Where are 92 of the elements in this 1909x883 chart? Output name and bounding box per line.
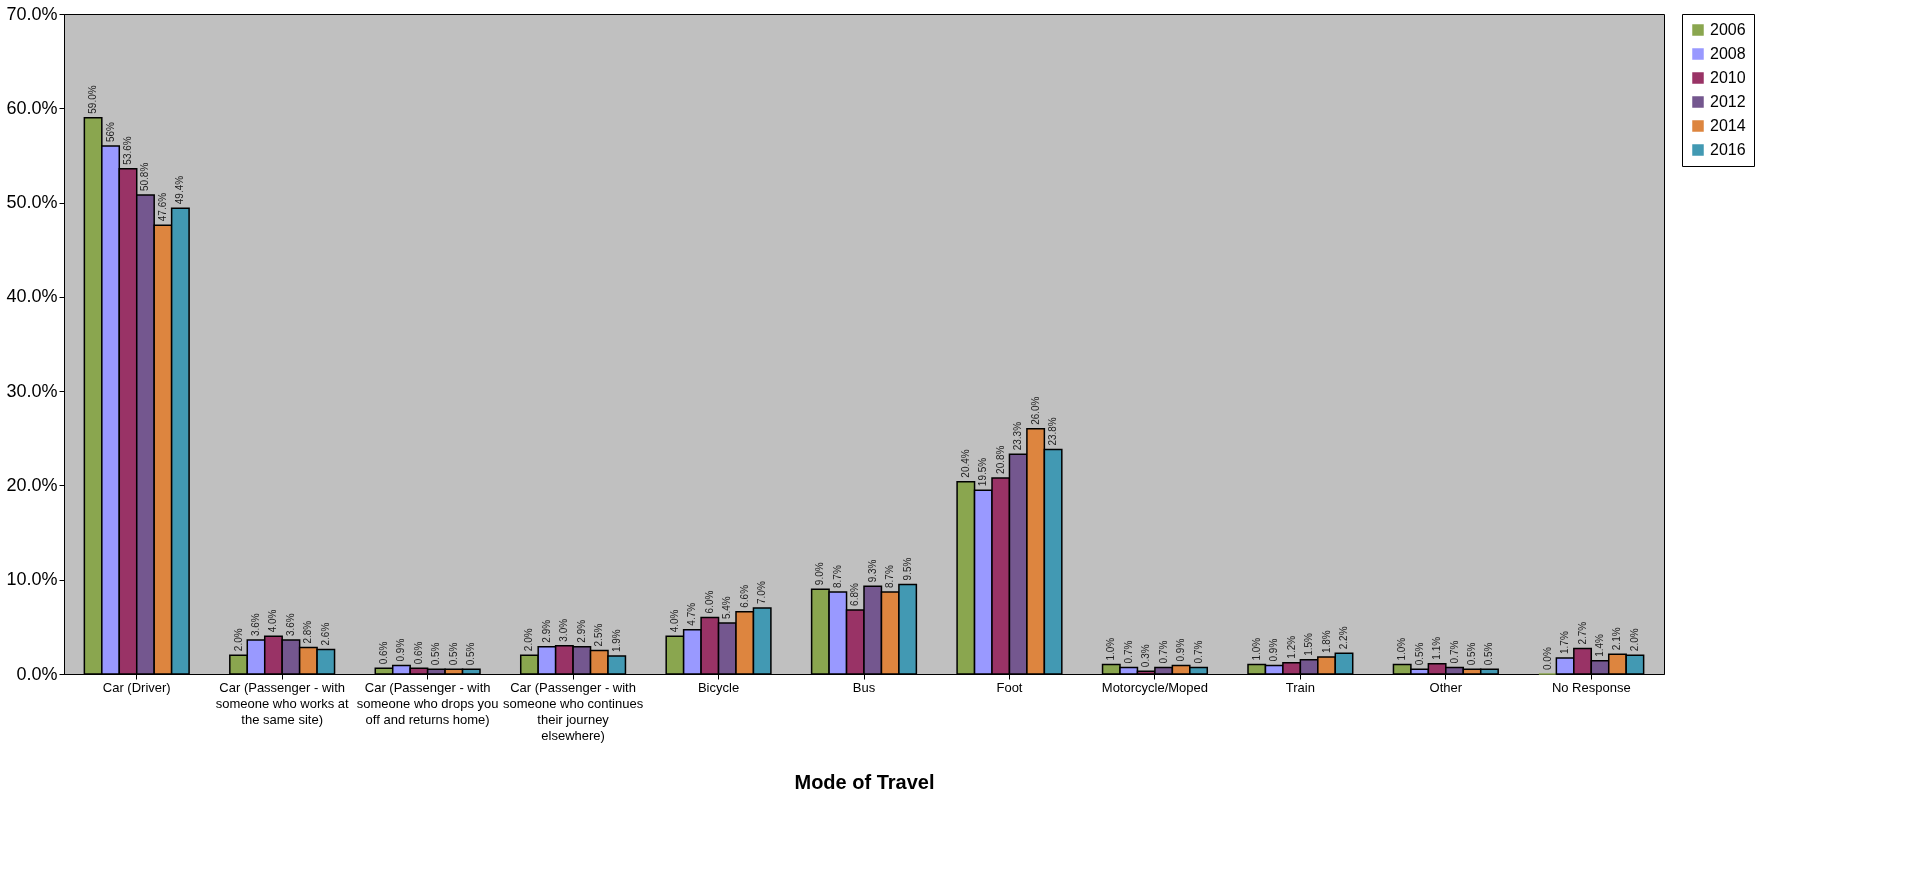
data-label: 3.6% bbox=[284, 613, 296, 637]
data-label: 2.2% bbox=[1338, 626, 1349, 650]
data-label: 53.6% bbox=[122, 136, 133, 165]
data-label: 20.8% bbox=[994, 445, 1006, 474]
data-label: 50.8% bbox=[139, 162, 151, 192]
y-tick-label: 10.0% bbox=[6, 569, 58, 590]
data-label: 9.0% bbox=[814, 562, 826, 586]
y-tick-label: 20.0% bbox=[6, 474, 58, 495]
x-tick-label: Car (Passenger - with someone who continues their journey elsewhere) bbox=[502, 679, 644, 743]
data-label: 1.5% bbox=[1303, 632, 1315, 656]
data-label: 0.9% bbox=[395, 638, 407, 662]
data-label: 56% bbox=[104, 121, 116, 142]
x-tick-label: Car (Passenger - with someone who works at the same site) bbox=[215, 679, 350, 727]
data-label: 1.1% bbox=[1431, 636, 1443, 660]
data-label: 2.9% bbox=[540, 619, 552, 643]
data-label: 0.5% bbox=[465, 642, 477, 666]
data-label: 47.6% bbox=[156, 192, 168, 222]
legend-label: 2006 bbox=[1710, 21, 1746, 38]
data-label: 26.0% bbox=[1029, 396, 1041, 425]
data-label: 49.4% bbox=[174, 175, 186, 205]
data-label: 6.0% bbox=[703, 590, 715, 614]
y-tick-label: 60.0% bbox=[6, 97, 58, 118]
data-label: 0.7% bbox=[1157, 640, 1169, 664]
data-label: 0.7% bbox=[1192, 640, 1204, 664]
legend-label: 2014 bbox=[1710, 117, 1746, 134]
data-label: 1.9% bbox=[610, 629, 622, 653]
x-tick-label: Motorcycle/Moped bbox=[1101, 679, 1209, 695]
data-label: 1.0% bbox=[1105, 637, 1117, 661]
y-tick-label: 40.0% bbox=[6, 286, 58, 307]
data-label: 1.8% bbox=[1320, 630, 1332, 654]
data-label: 19.5% bbox=[977, 457, 989, 487]
data-label: 4.0% bbox=[267, 609, 279, 633]
data-label: 1.0% bbox=[1250, 637, 1262, 661]
data-label: 2.7% bbox=[1576, 621, 1588, 645]
data-label: 0.5% bbox=[1483, 642, 1495, 666]
x-tick-label: Bus bbox=[852, 679, 876, 695]
legend-label: 2008 bbox=[1710, 45, 1746, 62]
x-tick-label: Train bbox=[1285, 679, 1315, 695]
data-label: 6.6% bbox=[738, 584, 750, 608]
x-axis-title: Mode of Travel bbox=[794, 770, 935, 793]
data-label: 2.1% bbox=[1611, 627, 1623, 651]
data-label: 2.6% bbox=[319, 622, 331, 646]
y-tick-label: 0.0% bbox=[16, 663, 58, 684]
data-label: 2.9% bbox=[575, 619, 587, 643]
data-label: 59.0% bbox=[87, 85, 99, 114]
data-label: 0.3% bbox=[1140, 644, 1152, 668]
data-label: 3.0% bbox=[558, 618, 570, 642]
data-label: 1.0% bbox=[1396, 637, 1408, 661]
data-label: 6.8% bbox=[849, 582, 861, 606]
data-label: 0.0% bbox=[1541, 647, 1553, 670]
data-label: 2.8% bbox=[302, 620, 314, 644]
legend-label: 2016 bbox=[1710, 141, 1746, 158]
data-label: 1.4% bbox=[1594, 633, 1605, 657]
data-label: 20.4% bbox=[959, 449, 971, 478]
data-label: 9.5% bbox=[901, 557, 913, 581]
data-label: 23.3% bbox=[1012, 421, 1024, 451]
legend-label: 2012 bbox=[1710, 93, 1746, 110]
data-label: 8.7% bbox=[884, 565, 896, 588]
data-label: 23.8% bbox=[1047, 417, 1059, 446]
data-label: 7.0% bbox=[756, 581, 768, 604]
data-label: 9.3% bbox=[866, 559, 878, 583]
y-tick-label: 70.0% bbox=[6, 3, 58, 24]
data-label: 4.0% bbox=[668, 609, 680, 633]
legend-label: 2010 bbox=[1710, 69, 1746, 86]
data-label: 3.6% bbox=[250, 613, 261, 637]
data-label: 0.5% bbox=[430, 642, 442, 666]
x-tick-label: Car (Driver) bbox=[102, 679, 171, 695]
x-tick-label: No Response bbox=[1551, 679, 1631, 695]
y-tick-label: 50.0% bbox=[6, 192, 58, 213]
y-tick-label: 30.0% bbox=[6, 380, 58, 401]
data-label: 0.7% bbox=[1122, 640, 1134, 664]
x-tick-label: Other bbox=[1429, 679, 1463, 695]
data-label: 0.5% bbox=[1466, 642, 1477, 666]
data-label: 0.9% bbox=[1268, 638, 1280, 662]
data-label: 0.6% bbox=[412, 641, 424, 665]
data-label: 8.7% bbox=[831, 565, 843, 588]
data-label: 0.5% bbox=[1413, 642, 1425, 666]
data-label: 2.0% bbox=[232, 628, 244, 652]
data-label: 0.5% bbox=[447, 642, 459, 666]
data-label: 2.5% bbox=[593, 623, 605, 647]
x-tick-label: Car (Passenger - with someone who drops you off and returns home) bbox=[356, 679, 499, 727]
data-label: 2.0% bbox=[1628, 628, 1640, 652]
data-label: 0.7% bbox=[1448, 640, 1460, 664]
data-label: 0.6% bbox=[378, 641, 389, 665]
x-tick-label: Bicycle bbox=[697, 679, 740, 695]
x-tick-label: Foot bbox=[996, 679, 1023, 695]
data-label: 2.0% bbox=[523, 628, 535, 652]
data-label: 0.9% bbox=[1175, 638, 1187, 662]
data-label: 1.7% bbox=[1559, 631, 1571, 654]
data-label: 4.7% bbox=[686, 602, 698, 626]
data-label: 5.4% bbox=[721, 596, 733, 620]
data-label: 1.2% bbox=[1285, 635, 1297, 659]
